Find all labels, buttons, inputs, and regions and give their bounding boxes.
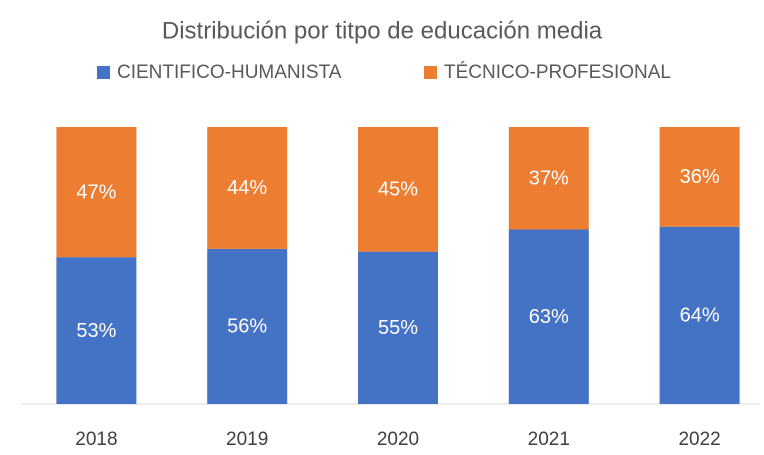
bar-segment: [56, 127, 137, 258]
value-label: 64%: [680, 305, 720, 327]
bar-segment: [659, 226, 740, 404]
value-label: 36%: [680, 166, 720, 188]
value-label: 45%: [378, 179, 418, 201]
bar-segment: [358, 251, 438, 404]
bar-segment: [659, 127, 740, 227]
value-label: 47%: [76, 181, 116, 203]
x-tick-label: 2021: [528, 429, 570, 450]
bar-segment: [56, 257, 137, 404]
value-label: 56%: [227, 316, 267, 338]
bar-segment: [207, 127, 288, 249]
x-tick-label: 2022: [678, 429, 720, 450]
bar-segment: [358, 127, 438, 252]
x-tick-label: 2019: [226, 429, 268, 450]
legend-label: TÉCNICO-PROFESIONAL: [444, 62, 671, 83]
bar-segment: [508, 127, 589, 230]
x-tick-label: 2018: [75, 429, 117, 450]
value-label: 44%: [227, 177, 267, 199]
bar-segment: [207, 248, 288, 404]
value-label: 37%: [529, 168, 569, 190]
bar-segment: [508, 229, 589, 404]
value-label: 55%: [378, 317, 418, 339]
legend-label: CIENTIFICO-HUMANISTA: [117, 62, 342, 83]
value-label: 53%: [76, 320, 116, 342]
legend-swatch: [424, 66, 437, 79]
value-label: 63%: [529, 306, 569, 328]
legend-swatch: [97, 66, 110, 79]
x-tick-label: 2020: [377, 429, 419, 450]
chart-title: Distribución por titpo de educación medi…: [162, 17, 603, 44]
